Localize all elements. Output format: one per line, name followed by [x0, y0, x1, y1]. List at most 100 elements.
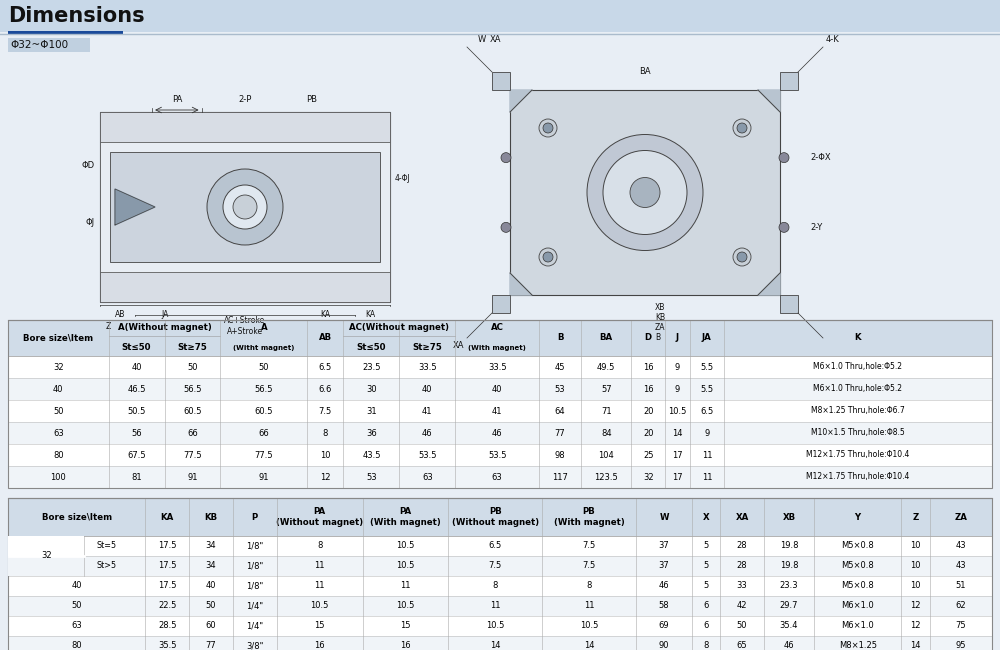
Bar — [8, 556, 992, 576]
Text: M6×1.0: M6×1.0 — [841, 601, 874, 610]
Polygon shape — [758, 273, 780, 295]
Text: 14: 14 — [672, 428, 683, 437]
Text: 62: 62 — [955, 601, 966, 610]
Text: 1/8": 1/8" — [246, 582, 263, 590]
Text: 117: 117 — [552, 473, 568, 482]
Text: Y: Y — [855, 512, 861, 521]
Text: AC: AC — [491, 324, 504, 333]
Text: St=5: St=5 — [97, 541, 117, 551]
Text: KA: KA — [365, 310, 375, 319]
Text: 15: 15 — [314, 621, 325, 630]
Text: 66: 66 — [187, 428, 198, 437]
Text: 2-Y: 2-Y — [810, 223, 822, 232]
Text: 3/8": 3/8" — [246, 642, 263, 650]
Circle shape — [733, 119, 751, 137]
Text: 23.5: 23.5 — [362, 363, 381, 372]
Bar — [100, 142, 390, 272]
Bar — [8, 320, 992, 356]
Text: 63: 63 — [492, 473, 503, 482]
Text: 42: 42 — [737, 601, 747, 610]
Polygon shape — [758, 90, 780, 112]
Text: 63: 63 — [53, 428, 64, 437]
Text: 77.5: 77.5 — [183, 450, 202, 460]
Text: Bore size\Item: Bore size\Item — [42, 512, 112, 521]
Text: A: A — [260, 324, 267, 333]
Text: 15: 15 — [400, 621, 411, 630]
Text: 77: 77 — [206, 642, 216, 650]
Text: 34: 34 — [206, 562, 216, 571]
Text: M12×1.75 Thru,hole:Φ10.4: M12×1.75 Thru,hole:Φ10.4 — [806, 473, 910, 482]
Text: 29.7: 29.7 — [780, 601, 798, 610]
Text: 43: 43 — [955, 541, 966, 551]
Bar — [8, 31, 123, 34]
Text: 16: 16 — [643, 385, 653, 393]
Text: (With magnet): (With magnet) — [468, 345, 526, 351]
Text: Dimensions: Dimensions — [8, 6, 145, 26]
Text: 7.5: 7.5 — [582, 562, 596, 571]
Text: AB: AB — [319, 333, 332, 343]
Bar — [8, 596, 992, 616]
Text: 58: 58 — [659, 601, 669, 610]
Text: 69: 69 — [659, 621, 669, 630]
Text: 17: 17 — [672, 450, 683, 460]
Bar — [110, 152, 380, 262]
Text: 10.5: 10.5 — [396, 562, 415, 571]
Text: Z: Z — [912, 512, 919, 521]
Text: 4-ΦJ: 4-ΦJ — [395, 174, 411, 183]
Text: 60: 60 — [206, 621, 216, 630]
Text: 8: 8 — [317, 541, 322, 551]
Text: 50.5: 50.5 — [127, 406, 146, 415]
Text: AB: AB — [115, 310, 125, 319]
Text: 17.5: 17.5 — [158, 582, 177, 590]
Bar — [8, 422, 992, 444]
Text: 56.5: 56.5 — [183, 385, 202, 393]
Circle shape — [630, 177, 660, 207]
Text: 53: 53 — [366, 473, 377, 482]
Text: 28: 28 — [737, 562, 747, 571]
Bar — [8, 498, 992, 650]
Bar — [492, 72, 510, 90]
Bar — [510, 90, 780, 295]
Text: M5×0.8: M5×0.8 — [841, 541, 874, 551]
Text: XB: XB — [782, 512, 796, 521]
Circle shape — [501, 153, 511, 162]
Text: ZA: ZA — [655, 323, 666, 332]
Text: 10: 10 — [910, 582, 921, 590]
Text: 40: 40 — [492, 385, 502, 393]
Text: 81: 81 — [131, 473, 142, 482]
Text: PA
(Without magnet): PA (Without magnet) — [276, 507, 363, 526]
Text: 46: 46 — [492, 428, 503, 437]
Text: 6.5: 6.5 — [700, 406, 713, 415]
Text: 49.5: 49.5 — [597, 363, 615, 372]
Circle shape — [233, 195, 257, 219]
Circle shape — [779, 222, 789, 232]
Text: BA: BA — [639, 67, 651, 76]
Text: 17: 17 — [672, 473, 683, 482]
Text: 40: 40 — [206, 582, 216, 590]
Text: 53.5: 53.5 — [418, 450, 437, 460]
Circle shape — [539, 248, 557, 266]
Text: 37: 37 — [659, 562, 669, 571]
Text: 50: 50 — [53, 406, 64, 415]
Text: 1/8": 1/8" — [246, 541, 263, 551]
Text: 40: 40 — [71, 582, 82, 590]
Text: P: P — [252, 512, 258, 521]
Text: 12: 12 — [910, 621, 921, 630]
Text: 51: 51 — [956, 582, 966, 590]
Text: 30: 30 — [366, 385, 377, 393]
Text: 1/4": 1/4" — [246, 621, 263, 630]
Text: 60.5: 60.5 — [255, 406, 273, 415]
Text: 40: 40 — [131, 363, 142, 372]
Text: 77: 77 — [555, 428, 565, 437]
Text: PA
(With magnet): PA (With magnet) — [370, 507, 441, 526]
Text: 65: 65 — [737, 642, 747, 650]
Text: 41: 41 — [422, 406, 433, 415]
Circle shape — [223, 185, 267, 229]
Text: D: D — [645, 333, 652, 343]
Text: ΦJ: ΦJ — [86, 218, 95, 227]
Text: 84: 84 — [601, 428, 612, 437]
Text: 66: 66 — [258, 428, 269, 437]
Polygon shape — [510, 273, 532, 295]
Text: 20: 20 — [643, 406, 653, 415]
Text: 60.5: 60.5 — [183, 406, 202, 415]
